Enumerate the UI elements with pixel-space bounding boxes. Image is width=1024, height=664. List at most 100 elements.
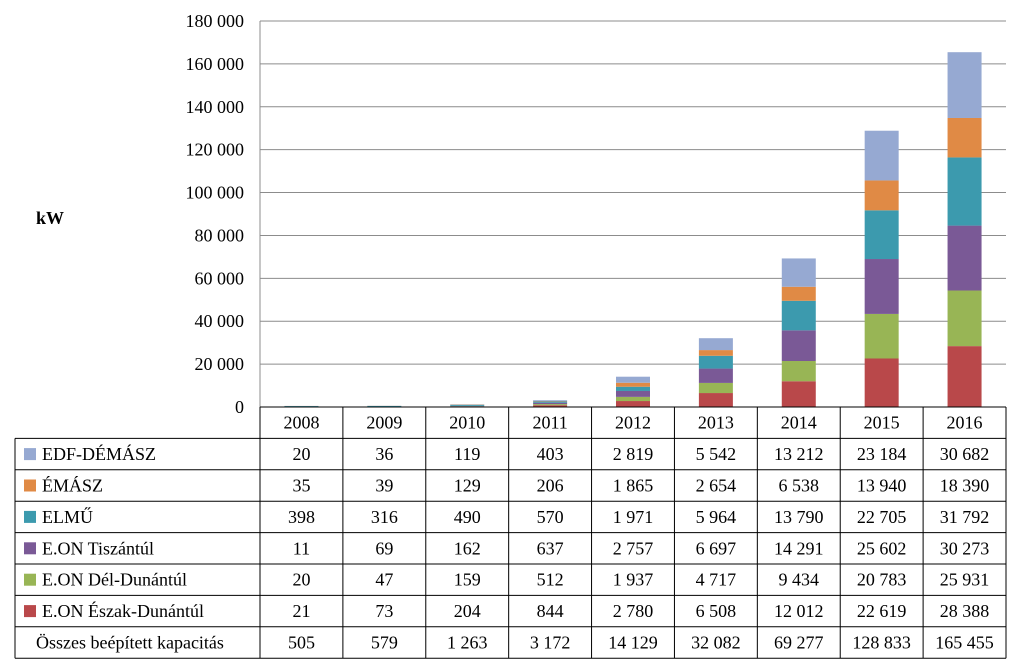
data-cell: 1 937: [613, 570, 654, 590]
x-category-label: 2015: [864, 413, 900, 433]
total-cell: 505: [288, 633, 315, 653]
data-cell: 2 780: [613, 601, 654, 621]
data-cell: 12 012: [774, 601, 824, 621]
bar-segment: [533, 404, 568, 406]
total-cell: 579: [371, 633, 398, 653]
bar-segment: [781, 381, 816, 407]
data-cell: 6 508: [696, 601, 737, 621]
bar-segment: [947, 157, 982, 226]
data-cell: 20 783: [857, 570, 907, 590]
data-cell: 39: [375, 476, 393, 496]
bar-segment: [533, 401, 568, 403]
bar-segment: [864, 180, 899, 211]
bar-segment: [616, 382, 650, 387]
data-cell: 5 964: [696, 507, 737, 527]
data-cell: 129: [454, 476, 481, 496]
data-cell: 316: [371, 507, 398, 527]
total-cell: 165 455: [935, 633, 994, 653]
bar-segment: [864, 313, 899, 359]
data-cell: 6 697: [696, 538, 737, 558]
bar-segment: [781, 330, 816, 362]
bar-segment: [616, 396, 650, 402]
y-tick-label: 160 000: [186, 54, 245, 74]
bar-segment: [864, 130, 899, 181]
data-cell: 30 682: [940, 444, 990, 464]
data-cell: 13 940: [857, 476, 907, 496]
x-category-label: 2008: [283, 413, 319, 433]
data-cell: 20: [292, 570, 310, 590]
data-cell: 13 790: [774, 507, 824, 527]
bar-segment: [284, 406, 319, 407]
bar-segment: [864, 358, 899, 407]
y-tick-label: 0: [235, 397, 244, 417]
bar-segment: [947, 52, 982, 118]
y-tick-label: 20 000: [195, 354, 245, 374]
total-cell: 1 263: [447, 633, 488, 653]
data-cell: 2 757: [613, 538, 654, 558]
data-cell: 30 273: [940, 538, 990, 558]
data-cell: 403: [537, 444, 564, 464]
bar-segment: [616, 376, 650, 383]
legend-entry: ELMŰ: [42, 506, 93, 527]
data-cell: 9 434: [779, 570, 820, 590]
y-tick-label: 180 000: [186, 11, 245, 31]
bar-segment: [533, 405, 568, 407]
bar-segment: [698, 355, 733, 369]
data-cell: 162: [454, 538, 481, 558]
data-cell: 23 184: [857, 444, 907, 464]
data-cell: 2 654: [696, 476, 737, 496]
data-cell: 4 717: [696, 570, 737, 590]
y-tick-label: 60 000: [195, 268, 245, 288]
bar-segment: [781, 361, 816, 382]
bar-segment: [698, 393, 733, 407]
legend-swatch: [24, 448, 36, 461]
legend-entry: E.ON Észak-Dunántúl: [42, 600, 204, 621]
total-cell: 69 277: [774, 633, 824, 653]
x-category-label: 2012: [615, 413, 651, 433]
data-cell: 47: [375, 570, 393, 590]
y-tick-label: 100 000: [186, 183, 245, 203]
x-category-label: 2016: [947, 413, 983, 433]
data-cell: 31 792: [940, 507, 990, 527]
y-tick-label: 140 000: [186, 97, 245, 117]
data-cell: 398: [288, 507, 315, 527]
bar-segment: [616, 386, 650, 391]
bar-segment: [533, 402, 568, 405]
x-category-label: 2013: [698, 413, 734, 433]
bar-segment: [947, 290, 982, 347]
data-cell: 844: [537, 601, 564, 621]
data-cell: 119: [454, 444, 480, 464]
bar-segment: [864, 210, 899, 260]
data-cell: 2 819: [613, 444, 654, 464]
data-cell: 73: [375, 601, 393, 621]
legend-entry: E.ON Dél-Dunántúl: [42, 570, 187, 590]
bar-segment: [367, 405, 402, 407]
total-row-label: Összes beépített kapacitás: [36, 633, 224, 653]
x-category-label: 2009: [366, 413, 402, 433]
y-tick-label: 40 000: [195, 311, 245, 331]
data-cell: 11: [293, 538, 310, 558]
bar-segment: [947, 117, 982, 158]
data-cell: 25 602: [857, 538, 907, 558]
data-cell: 28 388: [940, 601, 990, 621]
x-category-label: 2014: [781, 413, 817, 433]
total-cell: 3 172: [530, 633, 571, 653]
bar-segment: [698, 368, 733, 383]
data-cell: 14 291: [774, 538, 824, 558]
bar-segment: [698, 338, 733, 351]
x-category-label: 2011: [532, 413, 567, 433]
data-cell: 20: [292, 444, 310, 464]
bar-segment: [698, 350, 733, 356]
total-cell: 128 833: [852, 633, 911, 653]
data-cell: 206: [537, 476, 564, 496]
bar-segment: [698, 382, 733, 394]
data-cell: 35: [292, 476, 310, 496]
legend-swatch: [24, 605, 36, 618]
y-tick-label: 80 000: [195, 225, 245, 245]
legend-swatch: [24, 542, 36, 555]
y-axis-label: kW: [36, 208, 64, 228]
y-axis-tick-labels: 0 20 000 40 000 60 000 80 000 100 000 120 000 1…: [186, 11, 245, 417]
x-category-label: 2010: [449, 413, 485, 433]
bar-segment: [616, 401, 650, 407]
